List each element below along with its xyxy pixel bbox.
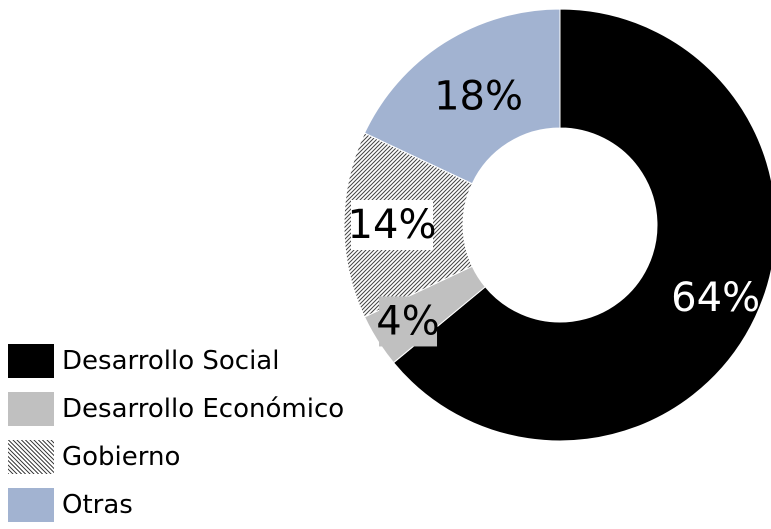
slice-label-gobierno: 14% bbox=[348, 202, 437, 248]
legend-swatch-gobierno bbox=[8, 440, 54, 474]
legend-swatch-otras bbox=[8, 488, 54, 522]
slice-label-desarrollo-social: 64% bbox=[671, 275, 760, 321]
legend-label-desarrollo-economico: Desarrollo Económico bbox=[62, 394, 345, 424]
legend-item-desarrollo-social: Desarrollo Social bbox=[8, 337, 344, 385]
legend-label-desarrollo-social: Desarrollo Social bbox=[62, 346, 280, 376]
legend-swatch-desarrollo-economico bbox=[8, 392, 54, 426]
legend-swatch-desarrollo-social bbox=[8, 344, 54, 378]
legend: Desarrollo Social Desarrollo Económico G… bbox=[8, 337, 344, 529]
legend-item-otras: Otras bbox=[8, 481, 344, 529]
legend-label-gobierno: Gobierno bbox=[62, 442, 181, 472]
slice-label-otras: 18% bbox=[434, 74, 523, 120]
slice-desarrollo-social bbox=[392, 8, 771, 442]
slice-label-bg-desarrollo-economico bbox=[379, 296, 438, 347]
slice-otras bbox=[363, 8, 561, 185]
slice-label-bg-gobierno bbox=[351, 200, 433, 250]
legend-item-gobierno: Gobierno bbox=[8, 433, 344, 481]
legend-item-desarrollo-economico: Desarrollo Económico bbox=[8, 385, 344, 433]
legend-label-otras: Otras bbox=[62, 490, 133, 520]
slice-label-desarrollo-economico: 4% bbox=[376, 298, 439, 344]
